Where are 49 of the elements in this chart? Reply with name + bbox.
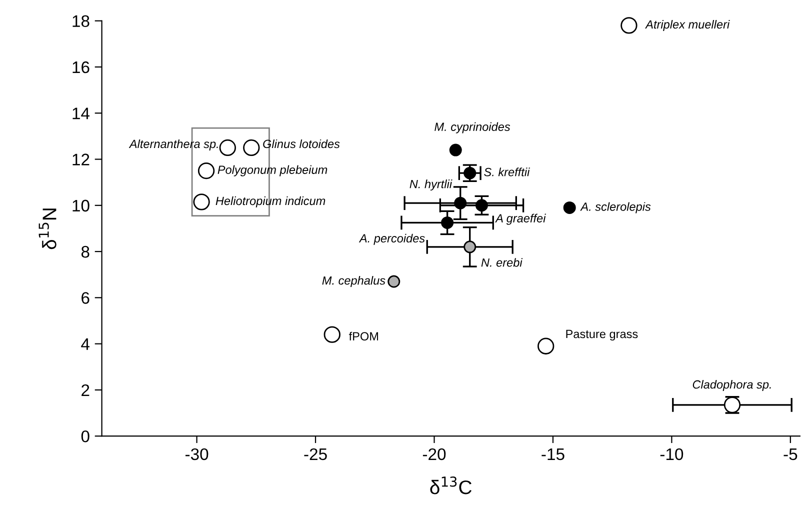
annotation: Pasture grass [566, 330, 638, 340]
point [449, 144, 462, 156]
y-tick-label: 8 [81, 246, 90, 258]
point [198, 162, 215, 180]
y-axis-title: δ$^{15}$N [38, 208, 56, 250]
annotation: Alternanthera sp. [128, 139, 218, 150]
x-tick-label: -15 [542, 448, 564, 460]
annotation: Cladophora sp. [692, 380, 771, 391]
point [441, 216, 454, 229]
y-tick-label: 2 [82, 384, 90, 396]
annotation: M. cyprinoides [434, 122, 510, 134]
point [538, 338, 554, 354]
annotation: Glinus lotoides [263, 139, 340, 148]
y-tick-label: 4 [81, 338, 90, 350]
annotation: S. krefftii [484, 168, 530, 176]
point [388, 275, 400, 288]
point [563, 201, 576, 214]
annotation: M. cephalus [322, 276, 386, 288]
point [620, 17, 638, 34]
x-axis-title: δ$^{13}$C [430, 476, 472, 494]
annotation: A. percoides [358, 234, 425, 245]
annotation: Heliotropium indicum [216, 196, 326, 208]
annotation: Atriplex muelleri [645, 20, 730, 31]
annotation: A graeffei [495, 214, 546, 225]
annotation: N. hyrtlii [410, 180, 452, 191]
point [454, 196, 467, 210]
y-tick-label: 16 [72, 61, 90, 74]
point [464, 166, 476, 180]
point [219, 139, 236, 156]
point [243, 139, 260, 156]
point [324, 326, 340, 343]
annotation: N. erebi [481, 258, 523, 267]
y-tick-label: 18 [72, 15, 90, 28]
y-tick-label: 10 [72, 200, 90, 212]
y-tick-label: 0 [81, 430, 90, 442]
x-tick-label: -10 [660, 448, 684, 460]
point [475, 199, 488, 212]
x-tick-label: -25 [304, 448, 327, 460]
point [193, 194, 210, 210]
x-tick-label: -20 [422, 448, 446, 460]
x-tick-label: -30 [185, 448, 208, 460]
y-tick-label: 12 [72, 154, 90, 166]
x-tick-label: -5 [784, 448, 798, 460]
point [464, 240, 476, 254]
y-tick-label: 14 [72, 108, 90, 120]
annotation: Polygonum plebeium [218, 165, 328, 176]
y-tick-label: 6 [82, 292, 90, 304]
annotation: A. sclerolepis [580, 202, 651, 214]
annotation: fPOM [348, 332, 378, 341]
